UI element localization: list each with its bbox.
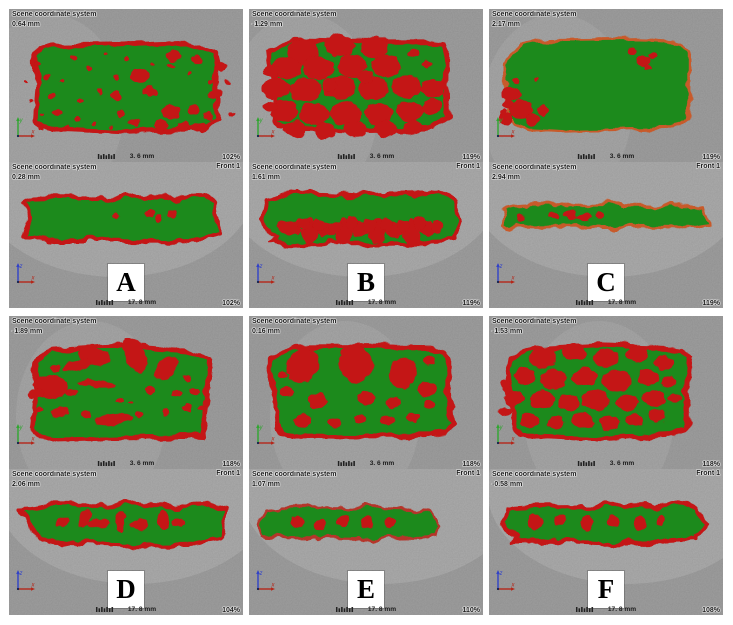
svg-text:x: x xyxy=(271,276,276,282)
svg-text:x: x xyxy=(511,130,516,136)
svg-text:z: z xyxy=(259,264,263,270)
svg-text:z: z xyxy=(259,571,263,577)
svg-text:x: x xyxy=(31,130,36,136)
svg-text:x: x xyxy=(271,583,276,589)
svg-text:y: y xyxy=(499,118,504,124)
svg-text:x: x xyxy=(31,276,36,282)
svg-text:x: x xyxy=(31,437,36,443)
svg-text:y: y xyxy=(259,118,264,124)
svg-text:y: y xyxy=(19,425,24,431)
svg-text:x: x xyxy=(511,276,516,282)
svg-text:z: z xyxy=(19,571,23,577)
svg-text:z: z xyxy=(499,571,503,577)
svg-text:x: x xyxy=(511,583,516,589)
svg-text:x: x xyxy=(271,130,276,136)
svg-text:z: z xyxy=(499,264,503,270)
svg-text:y: y xyxy=(259,425,264,431)
svg-text:y: y xyxy=(499,425,504,431)
svg-text:y: y xyxy=(19,118,24,124)
svg-text:z: z xyxy=(19,264,23,270)
svg-text:x: x xyxy=(31,583,36,589)
svg-text:x: x xyxy=(271,437,276,443)
svg-text:x: x xyxy=(511,437,516,443)
